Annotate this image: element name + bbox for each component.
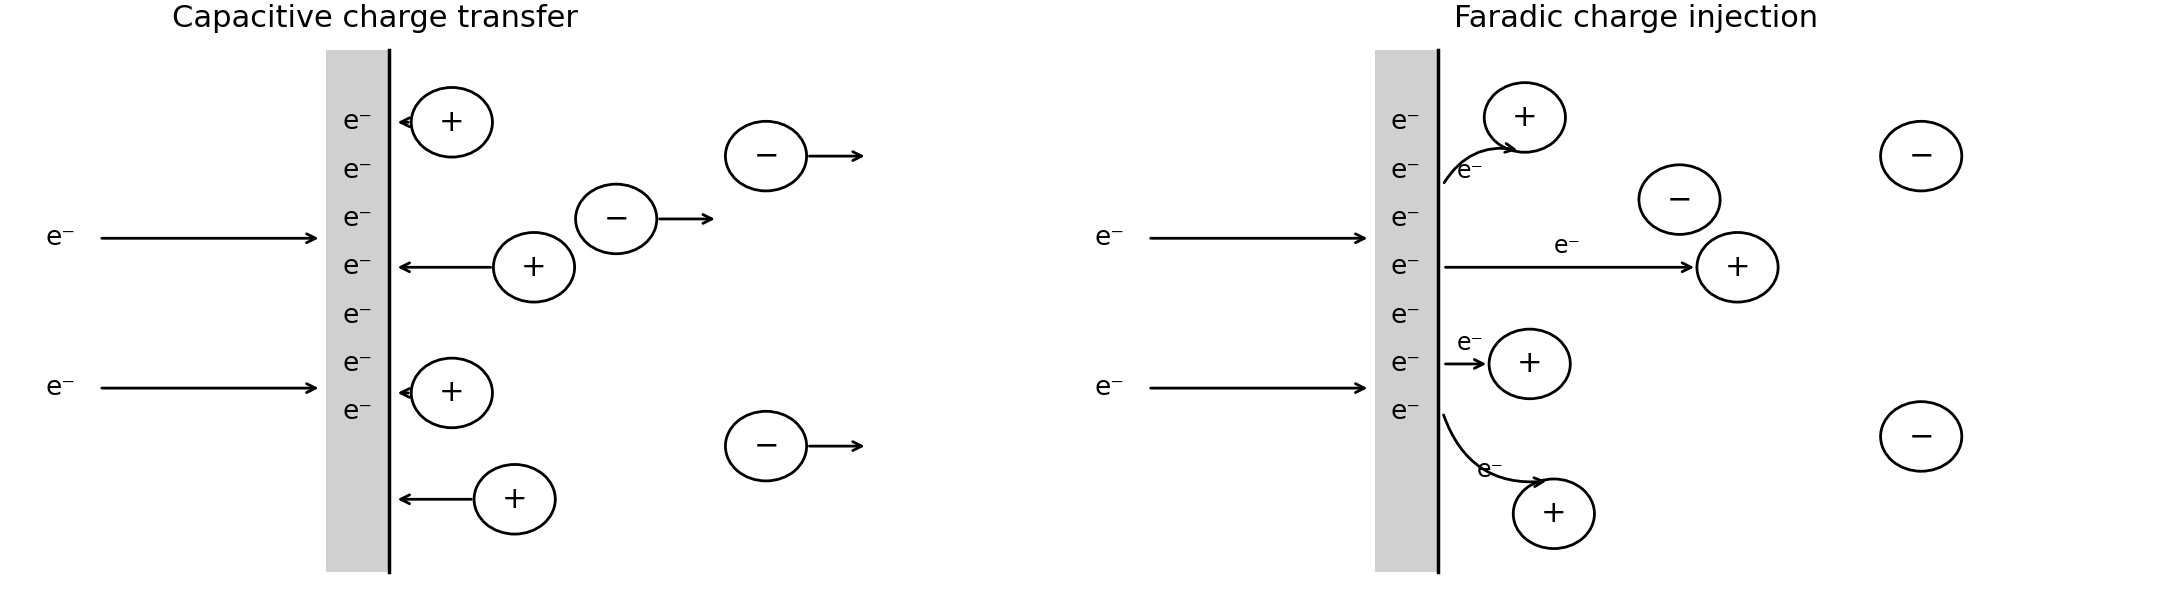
Text: e⁻: e⁻ [1392,254,1422,280]
Text: Faradic charge injection: Faradic charge injection [1455,4,1817,33]
Text: Capacitive charge transfer: Capacitive charge transfer [172,4,577,33]
Text: e⁻: e⁻ [343,303,371,328]
Text: e⁻: e⁻ [1094,375,1125,401]
Text: e⁻: e⁻ [46,375,76,401]
Text: e⁻: e⁻ [1392,109,1422,135]
Text: +: + [521,253,547,282]
Text: e⁻: e⁻ [343,351,371,377]
Text: e⁻: e⁻ [1392,158,1422,183]
Text: e⁻: e⁻ [1476,458,1505,483]
Text: −: − [1908,422,1934,451]
Text: −: − [1908,141,1934,171]
Text: +: + [1511,103,1537,132]
Text: e⁻: e⁻ [1457,158,1485,183]
Text: e⁻: e⁻ [343,254,371,280]
Bar [326,50,389,572]
Text: e⁻: e⁻ [1392,303,1422,328]
Text: e⁻: e⁻ [1094,225,1125,251]
Text: e⁻: e⁻ [1392,399,1422,426]
Text: e⁻: e⁻ [1554,234,1580,258]
Text: e⁻: e⁻ [1392,206,1422,232]
Text: +: + [439,108,465,137]
Text: +: + [1518,350,1544,378]
Text: e⁻: e⁻ [343,109,371,135]
Text: e⁻: e⁻ [46,225,76,251]
Text: +: + [1724,253,1750,282]
Text: −: − [1667,185,1691,214]
Text: +: + [502,485,528,514]
Text: +: + [439,378,465,407]
Text: −: − [753,141,779,171]
Text: −: − [604,205,630,234]
Text: −: − [753,432,779,461]
Bar [1374,50,1437,572]
Text: +: + [1541,500,1567,528]
Text: e⁻: e⁻ [343,158,371,183]
Text: e⁻: e⁻ [343,206,371,232]
Text: e⁻: e⁻ [1392,351,1422,377]
Text: e⁻: e⁻ [1457,331,1485,354]
Text: e⁻: e⁻ [343,399,371,426]
